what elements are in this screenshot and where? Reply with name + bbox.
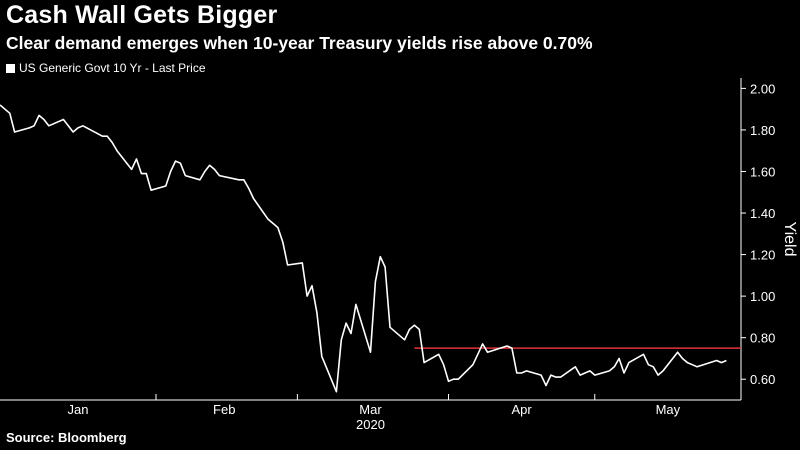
y-tick-label: 0.60 [750,372,775,387]
x-tick-label: May [656,402,681,417]
y-tick-label: 1.40 [750,206,775,221]
y-tick-label: 2.00 [750,81,775,96]
y-tick-label: 1.00 [750,289,775,304]
source-note: Source: Bloomberg [6,430,127,445]
legend: US Generic Govt 10 Yr - Last Price [6,61,206,75]
series-line [0,104,727,393]
y-tick-label: 0.80 [750,331,775,346]
x-tick-label: Apr [512,402,533,417]
x-tick-label: Feb [213,402,235,417]
x-tick-label: Mar [359,402,382,417]
legend-swatch [6,63,15,73]
legend-label: US Generic Govt 10 Yr - Last Price [19,61,206,75]
y-tick-label: 1.20 [750,248,775,263]
y-axis-label: Yield [781,222,798,257]
x-tick-label: Jan [68,402,89,417]
y-tick-label: 1.60 [750,164,775,179]
chart-title: Cash Wall Gets Bigger [6,1,278,29]
x-year-label: 2020 [356,417,385,432]
y-tick-label: 1.80 [750,123,775,138]
chart-subtitle: Clear demand emerges when 10-year Treasu… [6,33,593,53]
